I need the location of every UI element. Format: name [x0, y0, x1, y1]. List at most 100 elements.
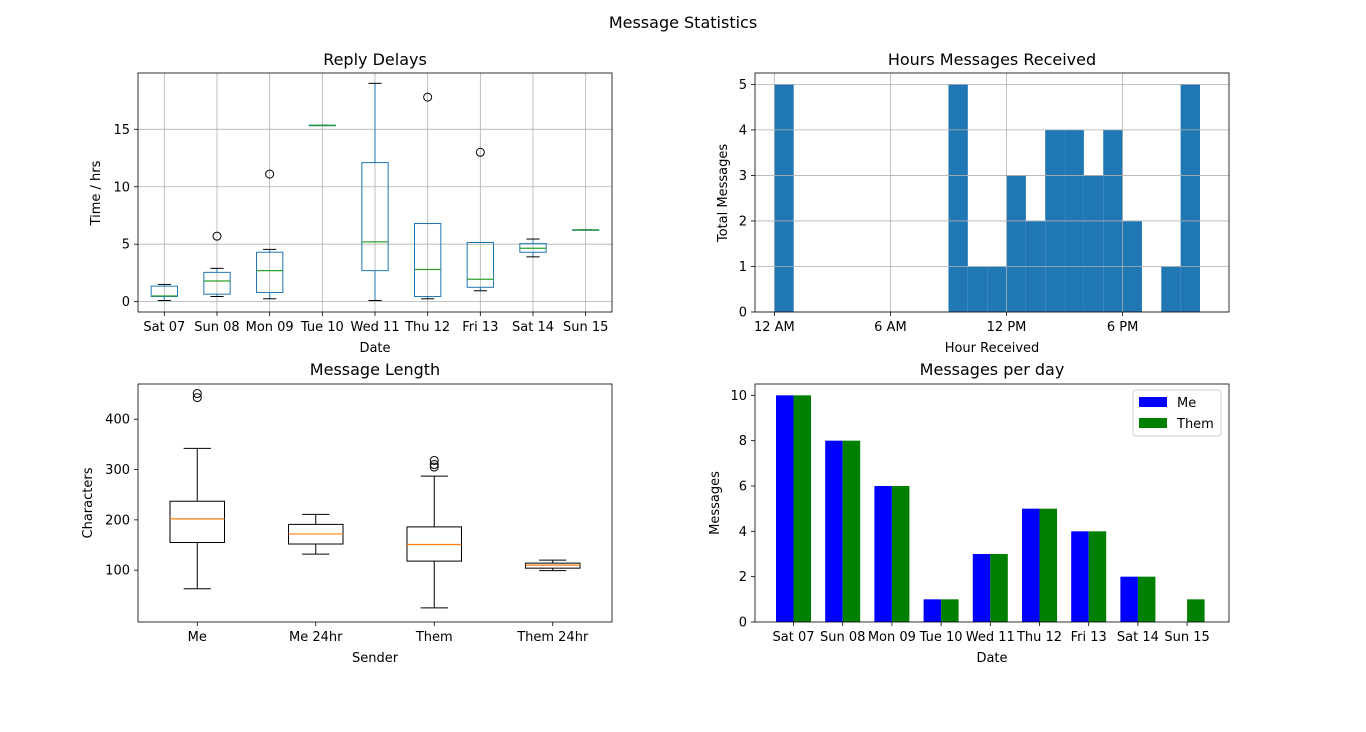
axes-frame — [137, 383, 613, 623]
histogram-bar — [774, 84, 794, 312]
bar-them — [1187, 599, 1205, 622]
x-tick-label: Sat 14 — [1117, 630, 1159, 645]
outlier-point — [429, 462, 439, 472]
histogram-bar — [1180, 84, 1200, 312]
bar-me — [1022, 508, 1040, 622]
x-tick-label: Mon 09 — [246, 320, 294, 335]
reply-delays-chart: Reply Delays Date Time / hrs 0 5 10 15 Sat 0… — [89, 50, 613, 356]
figure-title: Message Statistics — [609, 13, 757, 32]
x-tick-label: Thu 12 — [1016, 630, 1062, 645]
bar-them — [842, 440, 861, 622]
x-tick-label: Tue 10 — [300, 320, 344, 335]
outlier-point — [423, 92, 433, 102]
x-tick-label: Sat 07 — [773, 630, 815, 645]
hours-received-chart: Hours Messages Received Hour Received To… — [716, 50, 1230, 356]
x-tick-label: 6 AM — [874, 320, 907, 335]
y-tick-label: 6 — [739, 480, 747, 495]
x-tick-label: Sun 15 — [1164, 630, 1209, 645]
x-tick-label: Wed 11 — [350, 320, 399, 335]
bar-me — [776, 395, 794, 622]
bar-me — [1120, 576, 1138, 622]
histogram-bar — [1161, 266, 1181, 312]
y-tick-label: 10 — [113, 180, 130, 195]
messages-per-day-chart: Messages per day Date Messages 0 2 4 6 8 10 Sa… — [708, 360, 1230, 666]
outlier-point — [192, 393, 202, 403]
message-length-xlabel: Sender — [352, 651, 399, 666]
y-tick-label: 400 — [105, 413, 130, 428]
outlier-point — [265, 169, 275, 179]
message-length-ylabel: Characters — [81, 467, 96, 538]
y-tick-label: 4 — [739, 525, 747, 540]
y-tick-label: 15 — [113, 123, 130, 138]
bar-me — [972, 554, 991, 622]
bar-them — [990, 554, 1008, 622]
box — [361, 162, 389, 272]
bar-me — [1071, 531, 1089, 622]
y-tick-label: 5 — [739, 78, 747, 93]
axes-frame — [754, 383, 1230, 623]
bar-them — [941, 599, 959, 622]
histogram-bar — [987, 266, 1007, 312]
outlier-point — [192, 389, 202, 399]
hours-received-xlabel: Hour Received — [945, 341, 1040, 356]
x-tick-label: Me 24hr — [289, 630, 343, 645]
bar-me — [923, 599, 942, 622]
x-tick-label: Thu 12 — [404, 320, 450, 335]
box — [256, 251, 284, 293]
message-length-title: Message Length — [310, 360, 440, 379]
axes-frame — [754, 72, 1230, 313]
x-tick-label: 12 AM — [754, 320, 795, 335]
reply-delays-title: Reply Delays — [323, 50, 427, 69]
legend-label: Them — [1176, 417, 1214, 432]
y-tick-label: 4 — [739, 123, 747, 138]
histogram-bar — [1083, 175, 1104, 312]
x-tick-label: Sun 08 — [194, 320, 239, 335]
y-tick-label: 1 — [739, 260, 747, 275]
hours-received-ylabel: Total Messages — [716, 144, 731, 243]
y-tick-label: 5 — [122, 238, 130, 253]
x-tick-label: Sun 08 — [820, 630, 865, 645]
y-tick-label: 100 — [105, 564, 130, 579]
y-tick-label: 2 — [739, 214, 747, 229]
outlier-point — [429, 455, 439, 465]
legend: Me Them — [1132, 389, 1222, 437]
histogram-bar — [1006, 175, 1026, 312]
y-tick-label: 3 — [739, 169, 747, 184]
outlier-point — [429, 460, 439, 470]
x-tick-label: Fri 13 — [1071, 630, 1107, 645]
hours-received-title: Hours Messages Received — [888, 50, 1096, 69]
outlier-point — [475, 147, 485, 157]
y-tick-label: 0 — [739, 616, 747, 631]
legend-swatch — [1139, 397, 1167, 407]
messages-per-day-title: Messages per day — [920, 360, 1065, 379]
y-tick-label: 0 — [122, 295, 130, 310]
bar-them — [1088, 531, 1107, 622]
box — [414, 223, 442, 297]
x-tick-label: Mon 09 — [868, 630, 916, 645]
x-tick-label: Them 24hr — [516, 630, 589, 645]
x-tick-label: Sat 14 — [512, 320, 554, 335]
box — [466, 241, 494, 288]
box — [169, 500, 226, 543]
histogram-bar — [948, 84, 968, 312]
x-tick-label: 12 PM — [987, 320, 1027, 335]
y-tick-label: 2 — [739, 570, 747, 585]
x-tick-label: 6 PM — [1107, 320, 1138, 335]
message-length-chart: Message Length Sender Characters 100 200 3… — [81, 360, 613, 666]
reply-delays-ylabel: Time / hrs — [89, 160, 104, 226]
histogram-bar — [967, 266, 988, 312]
messages-per-day-ylabel: Messages — [708, 471, 723, 535]
y-tick-label: 8 — [739, 434, 747, 449]
reply-delays-xlabel: Date — [359, 341, 390, 356]
x-tick-label: Sun 15 — [563, 320, 608, 335]
y-tick-label: 300 — [105, 463, 130, 478]
y-tick-label: 200 — [105, 513, 130, 528]
bar-me — [874, 486, 892, 622]
bar-me — [825, 440, 843, 622]
x-tick-label: Sat 07 — [143, 320, 185, 335]
outlier-point — [212, 231, 222, 241]
y-tick-label: 0 — [739, 306, 747, 321]
x-tick-label: Fri 13 — [462, 320, 498, 335]
bar-them — [1137, 576, 1156, 622]
legend-label: Me — [1177, 396, 1196, 411]
